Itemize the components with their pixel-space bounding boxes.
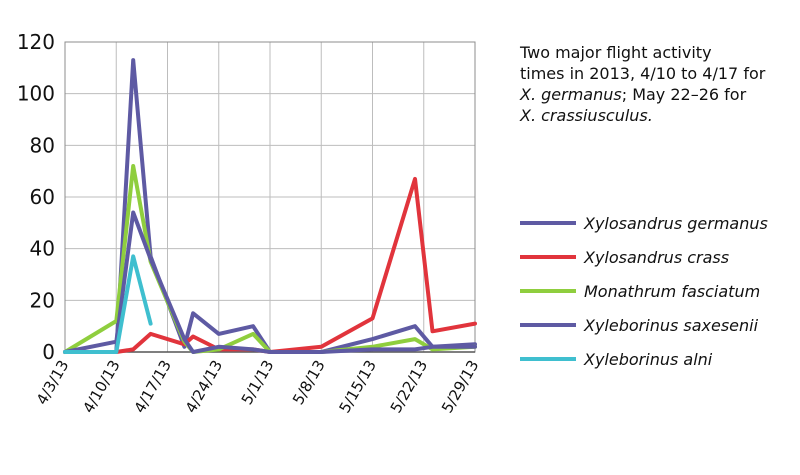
- x-tick-label: 4/24/13: [182, 357, 227, 416]
- legend-swatch: [520, 255, 576, 259]
- annotation-species-crassiusculus: X. crassiusculus.: [520, 106, 653, 125]
- legend-item: Xyleborinus saxesenii: [520, 308, 795, 342]
- annotation-line-3-rest: ; May 22–26 for: [621, 85, 747, 104]
- x-tick-label: 5/22/13: [387, 357, 432, 416]
- annotation-line-3: X. germanus; May 22–26 for: [520, 84, 790, 105]
- legend-label: Monathrum fasciatum: [584, 281, 761, 301]
- series-line-monathrum-fasciatum: [63, 164, 477, 354]
- annotation-line-2: times in 2013, 4/10 to 4/17 for: [520, 64, 766, 83]
- series-line-xyleborinus-alni: [63, 254, 153, 354]
- chart-annotation: Two major flight activity times in 2013,…: [520, 42, 790, 126]
- legend-item: Monathrum fasciatum: [520, 274, 795, 308]
- legend-item: Xyleborinus alni: [520, 342, 795, 376]
- series-lines: [63, 58, 477, 354]
- y-tick-label: 40: [30, 237, 55, 261]
- x-tick-label: 5/15/13: [335, 357, 380, 416]
- x-tick-label: 4/17/13: [130, 357, 175, 416]
- series-line-xyleborinus-saxesenii: [63, 210, 477, 354]
- chart-legend: Xylosandrus germanus Xylosandrus crass Mon…: [520, 206, 795, 376]
- line-chart: 0 20 40 60 80 100 120 4/3/13 4/10/13 4/17/13 4/24…: [17, 30, 483, 416]
- legend-swatch: [520, 289, 576, 293]
- legend-label: Xylosandrus crass: [584, 247, 730, 267]
- y-tick-label: 0: [42, 340, 55, 364]
- legend-item: Xylosandrus germanus: [520, 206, 795, 240]
- annotation-species-germanus: X. germanus: [520, 85, 622, 104]
- annotation-line-4: X. crassiusculus.: [520, 105, 790, 126]
- y-tick-label: 80: [30, 133, 55, 157]
- x-tick-label: 5/1/13: [238, 357, 278, 408]
- y-tick-label: 120: [17, 30, 55, 54]
- x-tick-label: 5/29/13: [438, 357, 483, 416]
- legend-swatch: [520, 323, 576, 327]
- x-tick-labels: 4/3/13 4/10/13 4/17/13 4/24/13 5/1/13 5/8/13 5…: [33, 357, 483, 416]
- x-tick-label: 4/10/13: [79, 357, 124, 416]
- annotation-line-1: Two major flight activity: [520, 43, 712, 62]
- x-tick-label: 4/3/13: [33, 357, 73, 408]
- legend-item: Xylosandrus crass: [520, 240, 795, 274]
- x-tick-label: 5/8/13: [289, 357, 329, 408]
- legend-swatch: [520, 221, 576, 225]
- legend-label: Xyleborinus alni: [584, 349, 713, 369]
- series-line-xylosandrus-germanus: [63, 58, 477, 354]
- y-tick-label: 60: [30, 185, 55, 209]
- legend-label: Xyleborinus saxesenii: [584, 315, 759, 335]
- y-tick-labels: 0 20 40 60 80 100 120: [17, 30, 55, 364]
- legend-label: Xylosandrus germanus: [584, 213, 768, 233]
- y-tick-label: 100: [17, 82, 55, 106]
- legend-swatch: [520, 357, 576, 361]
- y-tick-label: 20: [30, 288, 55, 312]
